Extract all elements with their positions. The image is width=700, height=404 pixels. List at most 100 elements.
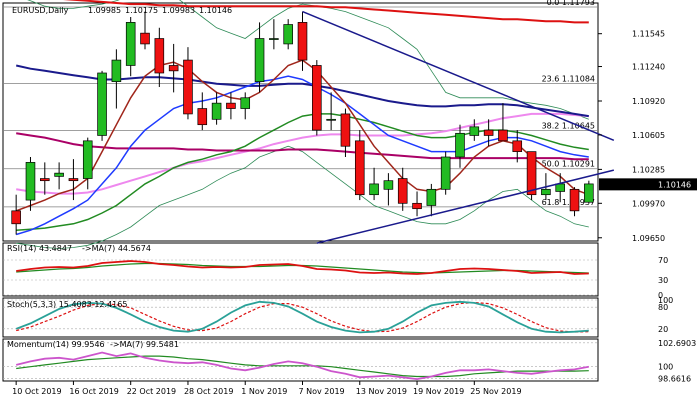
candle-body-7: [111, 59, 122, 82]
x-tick-label-4: 1 Nov 2019: [241, 387, 287, 396]
stoch-tick-label-2: 20: [658, 325, 668, 334]
rsi-tick-label-0: 70: [658, 256, 668, 265]
ema-maroon-line: [16, 132, 589, 161]
fib-label-4: 61.8 1.09937: [542, 198, 595, 207]
stoch-label: Stoch(5,3,3) 15.4083 12.4165: [7, 300, 127, 309]
candle-body-30: [440, 156, 451, 190]
momentum-tick-label-1: 100: [658, 363, 673, 372]
x-tick-label-3: 28 Oct 2019: [184, 387, 233, 396]
x-tick-label-7: 19 Nov 2019: [413, 387, 464, 396]
candle-body-2: [40, 178, 50, 182]
candle-body-22: [326, 118, 336, 121]
momentum-ma-label: ->MA(7) 99.5481: [110, 340, 179, 349]
candle-body-14: [211, 102, 222, 120]
price-tick-label-5: 1.09970: [632, 199, 665, 208]
candle-body-31: [455, 132, 465, 158]
candle-body-29: [426, 188, 437, 206]
x-tick-label-2: 22 Oct 2019: [127, 387, 176, 396]
momentum-label: Momentum(14) 99.9546: [7, 340, 105, 349]
ohlc-open: 1.09985: [88, 6, 121, 15]
candle-body-0: [11, 210, 21, 225]
price-axis: 1.11545 1.11240 1.10920 1.10605 1.10285 1.099…: [598, 30, 697, 243]
ema-red-top-line: [62, 0, 589, 24]
ohlc-low: 1.09983: [162, 6, 195, 15]
momentum-line-2: [16, 355, 589, 378]
candle-body-40: [584, 183, 594, 203]
current-price-label: 1.10146: [658, 180, 691, 189]
x-tick-label-8: 25 Nov 2019: [470, 387, 521, 396]
candle-body-17: [254, 38, 265, 82]
x-axis: 10 Oct 2019 16 Oct 2019 22 Oct 2019 28 Oct …: [12, 381, 522, 396]
trendlines: [302, 10, 615, 244]
candle-body-11: [168, 65, 179, 72]
chart-symbol: EURUSD,Daily: [12, 6, 69, 15]
candle-body-26: [383, 180, 394, 190]
candle-body-12: [183, 59, 193, 115]
candles: [11, 11, 594, 235]
candle-body-18: [269, 38, 279, 40]
candle-body-38: [555, 183, 565, 192]
x-tick-label-5: 7 Nov 2019: [299, 387, 345, 396]
momentum-tick-label-0: 102.6903: [658, 339, 696, 348]
candle-body-35: [512, 140, 523, 152]
candle-body-20: [297, 22, 308, 61]
candle-body-9: [140, 32, 150, 45]
trendline-upper: [302, 10, 615, 142]
x-tick-label-6: 13 Nov 2019: [356, 387, 407, 396]
bb-lower-line: [16, 145, 589, 249]
rsi-tick-label-1: 30: [658, 276, 668, 285]
price-tick-label-4: 1.10285: [632, 165, 665, 174]
candle-body-21: [312, 65, 322, 131]
rsi-ma-label: ->MA(7) 44.5674: [82, 244, 151, 253]
rsi-line-1: [16, 260, 589, 275]
candle-body-24: [354, 140, 365, 196]
trendline-lower: [316, 169, 615, 244]
candle-body-3: [54, 172, 64, 177]
ema-pink-line: [16, 112, 589, 195]
rsi-label: RSI(14) 43.4847: [7, 244, 72, 253]
candle-body-1: [25, 162, 36, 201]
candle-body-27: [397, 178, 408, 204]
candle-body-34: [498, 129, 508, 142]
stoch-line-1: [15, 300, 589, 334]
candle-body-16: [240, 97, 251, 109]
price-tick-label-2: 1.10920: [632, 97, 665, 106]
fib-label-3: 50.0 1.10291: [542, 160, 595, 169]
panel-frame-3: [2, 338, 599, 382]
ema-blue-line: [15, 75, 589, 236]
momentum-line-1: [15, 351, 589, 381]
candle-body-10: [154, 38, 165, 74]
fib-label-2: 38.2 1.10645: [542, 122, 595, 131]
price-tick-label-3: 1.10605: [632, 131, 665, 140]
price-tick-label-6: 1.09650: [632, 234, 665, 243]
fib-label-1: 23.6 1.11084: [542, 74, 595, 83]
stoch-tick-label-0: 100: [658, 296, 673, 305]
ohlc-close: 1.10146: [199, 6, 232, 15]
candle-body-32: [469, 126, 480, 136]
candle-body-5: [82, 140, 93, 179]
candle-body-36: [526, 151, 537, 196]
fib-label-0: 0.0 1.11793: [547, 0, 595, 7]
candle-body-28: [412, 202, 422, 210]
candle-body-37: [541, 188, 551, 196]
ohlc-high: 1.10175: [125, 6, 158, 15]
candle-body-6: [97, 72, 107, 136]
candle-body-8: [125, 22, 136, 66]
rsi-tick-label-2: 0: [658, 291, 663, 300]
x-tick-label-1: 16 Oct 2019: [69, 387, 118, 396]
candle-body-13: [197, 108, 208, 126]
price-tick-label-1: 1.11240: [632, 63, 665, 72]
candle-body-19: [283, 24, 293, 45]
candle-body-33: [483, 129, 494, 136]
current-price-box: [599, 178, 697, 191]
stoch-tick-label-1: 80: [658, 303, 668, 312]
x-tick-label-0: 10 Oct 2019: [12, 387, 61, 396]
candle-body-4: [68, 178, 79, 182]
price-tick-label-0: 1.11545: [632, 30, 665, 39]
candle-body-15: [226, 102, 236, 109]
momentum-tick-label-2: 98.6616: [658, 375, 691, 384]
stoch-line-2: [16, 301, 589, 333]
